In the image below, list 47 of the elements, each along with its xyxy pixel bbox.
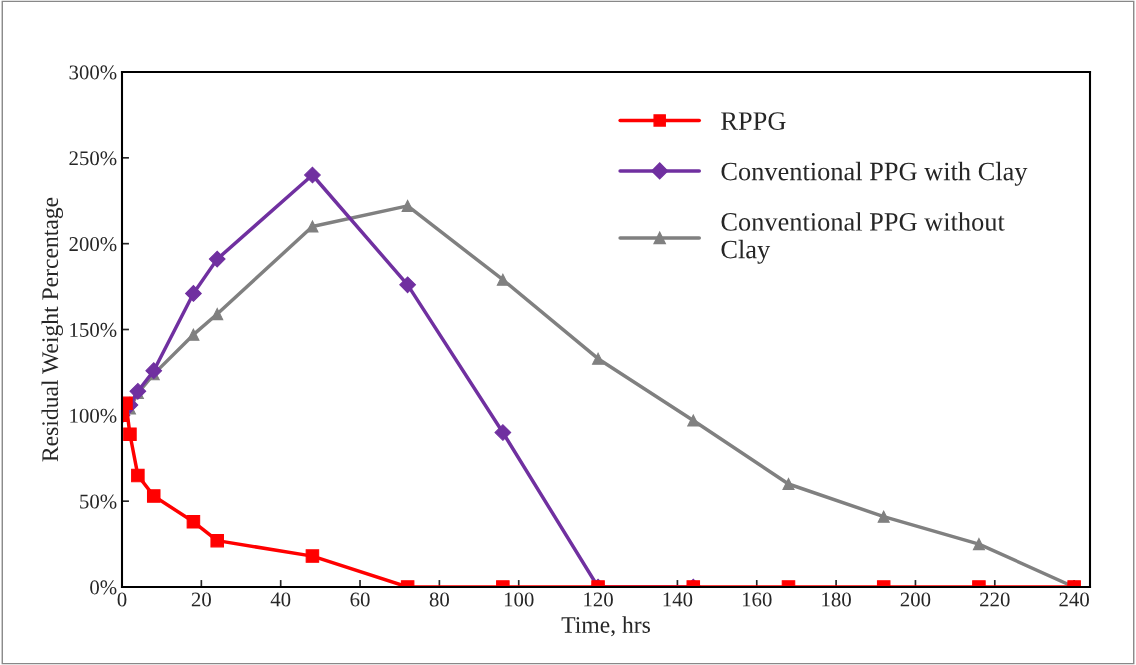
y-tick-label: 250%: [69, 151, 117, 166]
point: [129, 382, 147, 400]
point: [145, 362, 163, 380]
point: [972, 538, 985, 551]
x-tick-label: 20: [191, 592, 211, 607]
legend-label: Conventional PPG without Clay: [721, 212, 1005, 264]
y-axis-title: Residual Weight Percentage: [41, 197, 63, 462]
y-tick-label: 150%: [70, 322, 117, 337]
x-tick-label: 220: [980, 592, 1010, 607]
point: [208, 250, 226, 268]
point: [496, 273, 509, 286]
point: [399, 276, 417, 294]
x-tick-label: 160: [742, 592, 772, 607]
x-tick-label: 120: [584, 592, 613, 607]
point: [304, 166, 321, 184]
point: [186, 515, 201, 529]
x-tick-label: 0: [117, 592, 127, 607]
x-tick-label: 100: [504, 592, 534, 607]
point: [146, 489, 161, 503]
point: [687, 414, 700, 427]
legend-label: RPPG: [721, 112, 786, 130]
point: [210, 533, 224, 548]
x-tick-label: 180: [822, 592, 851, 607]
y-tick-label: 200%: [69, 237, 117, 252]
x-tick-label: 80: [429, 592, 449, 607]
point: [187, 328, 200, 341]
y-tick-label: 300%: [69, 65, 117, 80]
x-tick-label: 200: [900, 592, 931, 607]
point: [782, 477, 795, 491]
point: [305, 549, 320, 563]
x-tick-label: 140: [663, 592, 693, 607]
point: [131, 468, 145, 483]
x-tick-label: 240: [1059, 592, 1089, 607]
point: [591, 352, 605, 365]
legend-label: Conventional PPG with Clay: [721, 161, 1028, 186]
y-tick-label: 100%: [70, 408, 117, 423]
y-tick-label: 0%: [90, 580, 117, 595]
y-tick-label: 50%: [80, 494, 117, 509]
x-axis-title: Time, hrs: [561, 616, 650, 637]
point: [877, 510, 890, 523]
point: [494, 424, 512, 441]
point: [401, 199, 414, 212]
point: [123, 427, 137, 441]
point: [211, 307, 224, 321]
x-tick-label: 60: [350, 592, 370, 607]
x-tick-label: 40: [270, 592, 291, 607]
point: [185, 285, 202, 302]
